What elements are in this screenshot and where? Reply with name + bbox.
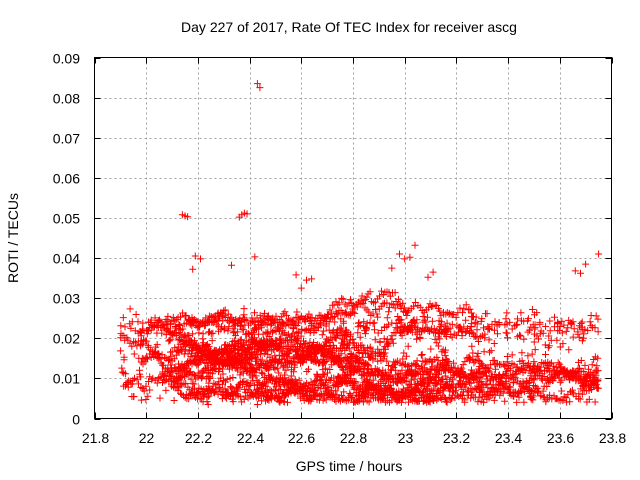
x-tick-label: 22.2 <box>185 430 212 446</box>
grid-lines <box>94 57 612 419</box>
y-tick-label: 0.03 <box>53 291 80 307</box>
x-tick-label: 22.6 <box>288 430 315 446</box>
y-tick-label: 0 <box>72 412 80 428</box>
y-tick-label: 0.02 <box>53 331 80 347</box>
x-tick-label: 23.4 <box>495 430 522 446</box>
x-tick-label: 23.6 <box>547 430 574 446</box>
plot-frame <box>94 57 612 419</box>
x-tick-label: 23.8 <box>599 430 626 446</box>
x-tick-label: 22.4 <box>237 430 264 446</box>
x-tick-label: 21.8 <box>82 430 109 446</box>
x-tick-label: 23 <box>398 430 414 446</box>
y-tick-label: 0.06 <box>53 171 80 187</box>
chart-title: Day 227 of 2017, Rate Of TEC Index for r… <box>181 19 517 35</box>
y-axis-label: ROTI / TECUs <box>5 193 21 283</box>
x-tick-labels: 21.8 22 22.2 22.4 22.6 22.8 23 23.2 23.4 23.6 23.8 <box>82 430 626 446</box>
x-tick-label: 23.2 <box>443 430 470 446</box>
y-tick-label: 0.07 <box>53 131 80 147</box>
x-axis-label: GPS time / hours <box>296 458 403 474</box>
y-tick-labels: 0 0.01 0.02 0.03 0.04 0.05 0.06 0.07 0.08 0.09 <box>53 51 80 428</box>
axis-ticks <box>94 57 613 420</box>
y-tick-label: 0.01 <box>53 371 80 387</box>
data-points <box>117 80 603 408</box>
y-tick-label: 0.08 <box>53 91 80 107</box>
scatter-markers <box>117 80 603 408</box>
x-tick-label: 22 <box>139 430 155 446</box>
x-tick-label: 22.8 <box>340 430 367 446</box>
y-tick-label: 0.05 <box>53 211 80 227</box>
y-tick-label: 0.04 <box>53 251 80 267</box>
y-tick-label: 0.09 <box>53 51 80 67</box>
